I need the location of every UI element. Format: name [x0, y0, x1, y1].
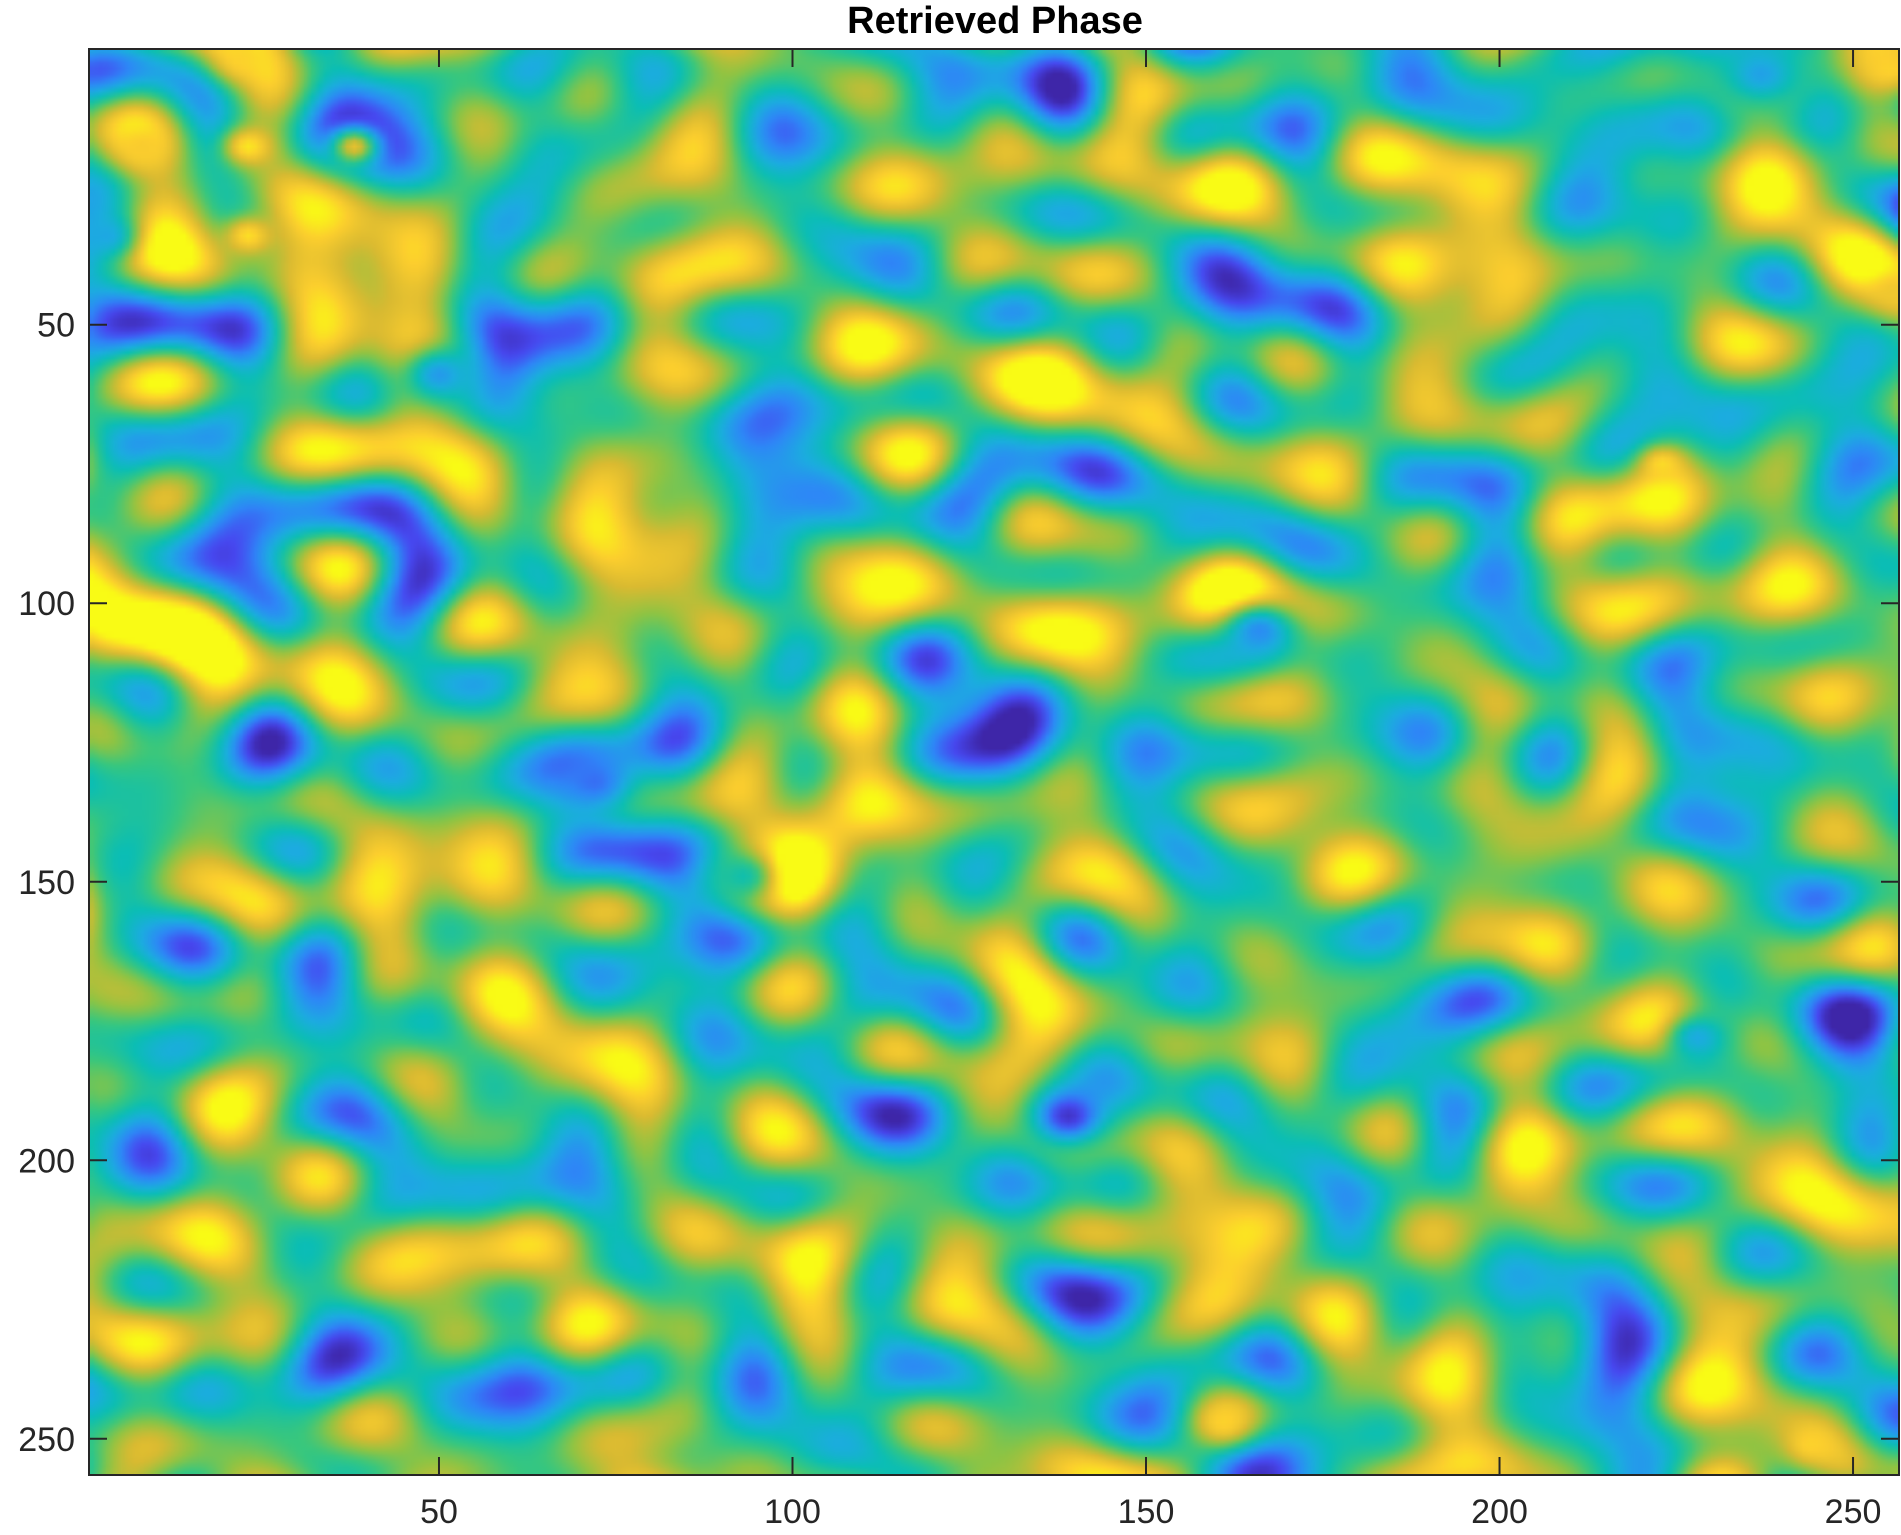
- x-tick-label: 200: [1471, 1493, 1528, 1531]
- y-axis: 50 100 150 200 250: [18, 307, 1899, 1459]
- heatmap-image: [89, 49, 1899, 1475]
- chart-title: Retrieved Phase: [847, 0, 1143, 42]
- plot-area: [89, 49, 1899, 1475]
- y-tick-label: 50: [37, 307, 75, 345]
- y-tick-label: 200: [18, 1142, 75, 1180]
- x-tick-label: 150: [1118, 1493, 1175, 1531]
- axes-frame: [88, 48, 1900, 1476]
- y-tick-label: 150: [18, 864, 75, 902]
- x-tick-label: 250: [1825, 1493, 1882, 1531]
- y-tick-label: 250: [18, 1421, 75, 1459]
- y-tick-label: 100: [18, 585, 75, 623]
- x-tick-label: 100: [764, 1493, 821, 1531]
- x-tick-label: 50: [420, 1493, 458, 1531]
- x-axis: 50 100 150 200 250: [420, 49, 1881, 1531]
